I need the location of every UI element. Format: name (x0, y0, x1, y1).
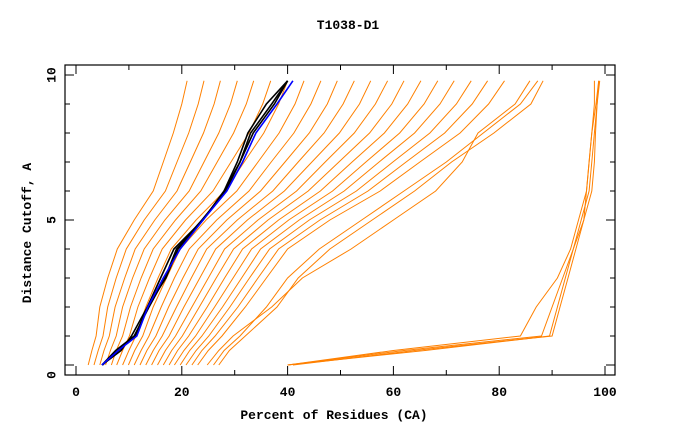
model-curve (197, 80, 505, 366)
x-axis-label: Percent of Residues (CA) (240, 408, 427, 423)
highlight-curve-black (101, 80, 289, 366)
model-curve (133, 80, 322, 366)
model-curve (99, 80, 221, 366)
model-curve (168, 80, 422, 366)
model-curve (110, 80, 255, 366)
x-tick-label: 20 (174, 385, 190, 400)
x-tick-label: 100 (593, 385, 617, 400)
x-tick-label: 0 (72, 385, 80, 400)
highlight-curve-black (101, 80, 289, 366)
model-curve (218, 80, 544, 366)
model-curve (151, 80, 372, 366)
model-curve (206, 80, 531, 366)
model-curve (179, 80, 455, 366)
model-curve (93, 80, 205, 366)
model-curve (173, 80, 439, 366)
y-tick-label: 10 (44, 67, 59, 83)
model-curve (185, 80, 472, 366)
x-tick-label: 80 (491, 385, 507, 400)
model-curve (287, 80, 601, 366)
model-curve (292, 80, 600, 366)
chart-title: T1038-D1 (317, 18, 380, 33)
model-curve (287, 80, 600, 366)
y-tick-label: 5 (44, 216, 59, 224)
x-tick-label: 60 (386, 385, 402, 400)
model-curve (191, 80, 489, 366)
axes: 0 20 40 60 80 100 0 5 10 (44, 64, 617, 400)
model-curve (87, 80, 188, 366)
model-curve (139, 80, 338, 366)
model-curve (145, 80, 355, 366)
x-tick-label: 40 (280, 385, 296, 400)
curves (87, 80, 601, 366)
model-curve (105, 80, 238, 366)
model-curve (162, 80, 405, 366)
y-axis-label: Distance Cutoff, A (20, 163, 35, 304)
highlight-curve-blue (101, 80, 294, 366)
model-curve (157, 80, 389, 366)
model-curve (127, 80, 305, 366)
y-tick-label: 0 (44, 371, 59, 379)
model-curve (213, 80, 539, 366)
plot-border (64, 64, 616, 376)
model-curve (287, 80, 595, 366)
